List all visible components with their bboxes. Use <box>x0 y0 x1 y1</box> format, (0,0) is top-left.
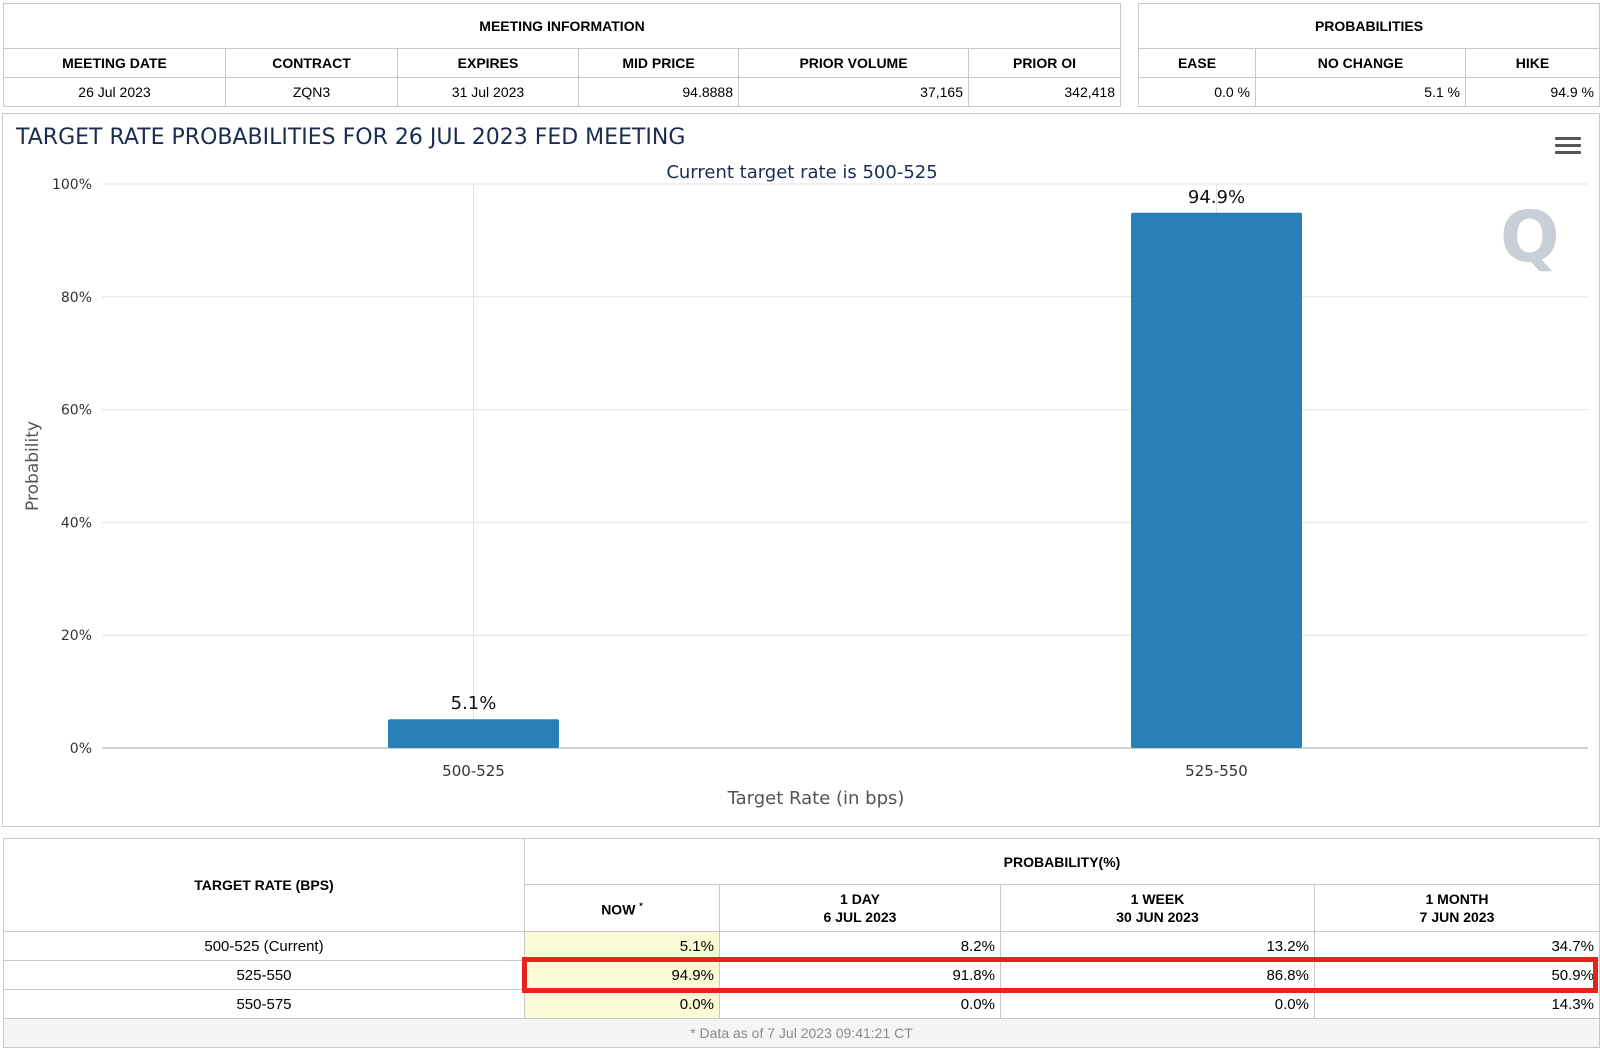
col-no-change: NO CHANGE <box>1255 48 1466 78</box>
cell-hike: 94.9 % <box>1465 77 1600 107</box>
hamburger-menu-icon[interactable] <box>1555 137 1581 159</box>
x-tick-label: 525-550 <box>1185 762 1248 780</box>
probabilities-table: PROBABILITIES EASE NO CHANGE HIKE 0.0 % … <box>1138 3 1600 107</box>
chart-subtitle: Current target rate is 500-525 <box>666 162 937 183</box>
value-cell: 0.0% <box>719 989 1001 1019</box>
col-prior-oi: PRIOR OI <box>968 48 1121 78</box>
x-tick-label: 500-525 <box>442 762 505 780</box>
cell-meeting-date: 26 Jul 2023 <box>3 77 226 107</box>
y-tick-label: 60% <box>61 403 92 419</box>
value-cell: 14.3% <box>1314 989 1600 1019</box>
bar-500-525[interactable] <box>388 719 559 748</box>
y-tick-label: 20% <box>61 628 92 644</box>
col-1-day: 1 DAY 6 JUL 2023 <box>719 884 1001 932</box>
col-now: NOW * <box>524 884 720 932</box>
table-row: 550-575 0.0% 0.0% 0.0% 14.3% <box>3 989 1600 1019</box>
table-row: 500-525 (Current) 5.1% 8.2% 13.2% 34.7% <box>3 931 1600 961</box>
value-cell: 5.1% <box>524 931 720 961</box>
bar-chart: 0% 20% 40% 60% 80% 100% 5.1% 500-525 94.9% 525-55… <box>15 125 1588 809</box>
value-cell: 86.8% <box>1000 960 1315 990</box>
cell-prior-volume: 37,165 <box>738 77 969 107</box>
y-tick-label: 80% <box>61 290 92 306</box>
rate-cell: 550-575 <box>3 989 525 1019</box>
col-prior-volume: PRIOR VOLUME <box>738 48 969 78</box>
cell-ease: 0.0 % <box>1138 77 1256 107</box>
rate-cell: 500-525 (Current) <box>3 931 525 961</box>
cell-no-change: 5.1 % <box>1255 77 1466 107</box>
y-tick-label: 100% <box>52 177 92 193</box>
cell-expires: 31 Jul 2023 <box>397 77 579 107</box>
quikstrike-logo: Q <box>1500 196 1559 278</box>
data-label: 94.9% <box>1188 187 1245 208</box>
col-expires: EXPIRES <box>397 48 579 78</box>
cell-contract: ZQN3 <box>225 77 398 107</box>
meeting-information-table: MEETING INFORMATION MEETING DATE CONTRAC… <box>3 3 1121 107</box>
meeting-information-header: MEETING INFORMATION <box>3 3 1121 49</box>
data-label: 5.1% <box>451 693 497 714</box>
data-timestamp-footnote: * Data as of 7 Jul 2023 09:41:21 CT <box>3 1018 1600 1048</box>
target-rate-probability-table: TARGET RATE (BPS) PROBABILITY(%) NOW * 1… <box>3 838 1600 1048</box>
y-axis-title: Probability <box>23 421 43 511</box>
y-tick-label: 40% <box>61 515 92 531</box>
target-rate-header: TARGET RATE (BPS) <box>3 838 525 932</box>
col-1-month: 1 MONTH 7 JUN 2023 <box>1314 884 1600 932</box>
col-1-week: 1 WEEK 30 JUN 2023 <box>1000 884 1315 932</box>
y-tick-label: 0% <box>70 741 92 757</box>
rate-cell: 525-550 <box>3 960 525 990</box>
probability-header: PROBABILITY(%) <box>524 838 1600 885</box>
chart-title: TARGET RATE PROBABILITIES FOR 26 JUL 202… <box>15 125 685 150</box>
table-row: 525-550 94.9% 91.8% 86.8% 50.9% <box>3 960 1600 990</box>
cell-mid-price: 94.8888 <box>578 77 739 107</box>
col-ease: EASE <box>1138 48 1256 78</box>
col-hike: HIKE <box>1465 48 1600 78</box>
x-axis-title: Target Rate (in bps) <box>727 788 905 809</box>
value-cell: 0.0% <box>1000 989 1315 1019</box>
highlight-box <box>522 957 1598 993</box>
cell-prior-oi: 342,418 <box>968 77 1121 107</box>
bar-525-550[interactable] <box>1131 212 1302 748</box>
col-mid-price: MID PRICE <box>578 48 739 78</box>
value-cell: 0.0% <box>524 989 720 1019</box>
value-cell: 91.8% <box>719 960 1001 990</box>
